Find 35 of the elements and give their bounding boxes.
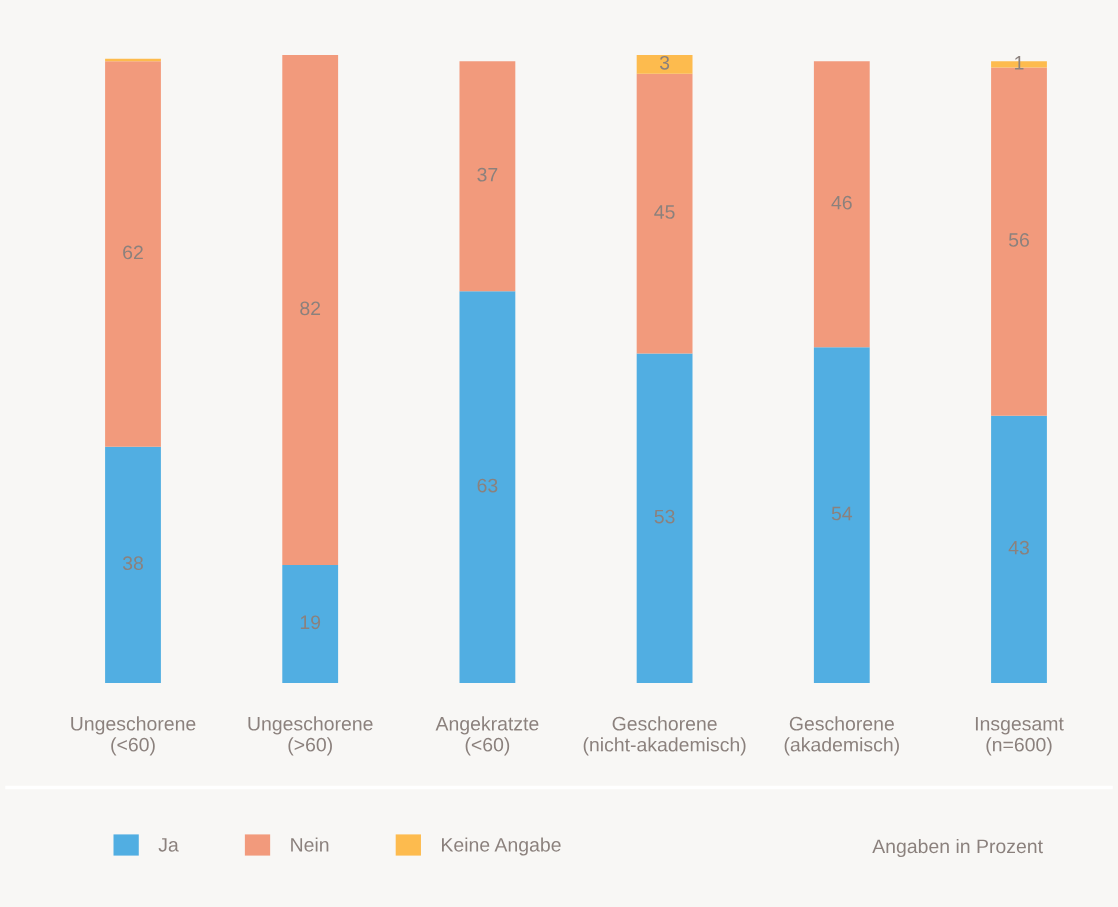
data-label: 46 [831, 195, 852, 210]
legend-label: Keine Angabe [442, 837, 561, 856]
bar [991, 415, 1047, 683]
data-label: 54 [831, 506, 853, 521]
data-label: 19 [300, 615, 321, 630]
bar [282, 564, 339, 683]
data-label: 63 [477, 478, 498, 493]
bar [813, 61, 870, 348]
legend-label: Ja [158, 838, 179, 852]
bar [636, 73, 693, 354]
bar [459, 61, 516, 292]
bar [105, 446, 161, 683]
data-label: 43 [1008, 540, 1029, 555]
data-label: 62 [123, 245, 143, 260]
bar [105, 61, 161, 447]
bar [813, 347, 870, 683]
data-label: 56 [1008, 233, 1029, 247]
bar [282, 55, 339, 565]
bar [459, 291, 516, 683]
x-tick-label: Ungeschorene (<60) [71, 716, 196, 756]
x-tick-label: Insgesamt (n=600) [975, 717, 1064, 756]
bar [636, 55, 693, 74]
data-label: 37 [477, 167, 498, 182]
data-label: 82 [300, 301, 321, 316]
data-label: 45 [654, 205, 675, 219]
data-label: 53 [654, 509, 675, 524]
x-tick-label: Ungeschorene (>60) [248, 716, 373, 756]
x-tick-label: Geschorene (nicht-akademisch) [583, 716, 746, 756]
bar [636, 353, 693, 683]
legend-label: Nein [291, 837, 329, 852]
data-label: 38 [122, 556, 143, 571]
x-tick-label: Geschorene (akademisch) [784, 716, 899, 756]
text: Angaben in Prozent [872, 838, 1043, 858]
data-label: 3 [659, 55, 670, 70]
x-tick-label: Angekratzte (<60) [435, 716, 539, 756]
